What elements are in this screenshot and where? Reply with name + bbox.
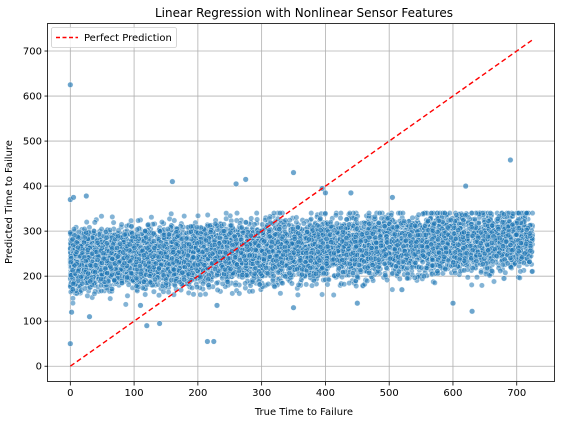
scatter-point <box>91 290 98 297</box>
scatter-point <box>464 274 471 281</box>
scatter-point <box>156 292 162 299</box>
scatter-point <box>249 288 256 295</box>
scatter-point <box>322 210 329 217</box>
scatter-point <box>202 291 209 297</box>
scatter-point <box>151 288 157 295</box>
scatter-point <box>333 212 339 219</box>
scatter-point <box>195 212 201 219</box>
scatter-point <box>107 295 114 302</box>
scatter-point <box>254 216 260 223</box>
scatter-point <box>234 210 240 216</box>
scatter-point <box>213 280 220 286</box>
scatter-point <box>204 212 211 218</box>
scatter-point <box>122 301 129 308</box>
scatter-point <box>295 292 301 298</box>
scatter-point <box>165 289 172 295</box>
scatter-point <box>185 290 192 296</box>
scatter-point <box>502 269 509 276</box>
scatter-point <box>382 272 389 279</box>
scatter-point <box>468 282 475 288</box>
scatter-point <box>109 286 115 292</box>
scatter-points <box>67 81 536 347</box>
scatter-point <box>529 268 535 275</box>
scatter-point <box>303 281 310 288</box>
scatter-point <box>83 219 90 225</box>
scatter-point <box>253 210 260 216</box>
scatter-point <box>181 213 188 219</box>
scatter-point <box>338 210 344 216</box>
scatter-point <box>70 300 76 306</box>
scatter-point <box>148 214 155 221</box>
scatter-point <box>98 213 105 220</box>
scatter-point <box>330 292 337 298</box>
scatter-point <box>389 286 396 293</box>
scatter-point <box>229 290 236 297</box>
scatter-point <box>91 219 98 226</box>
scatter-point <box>353 283 360 289</box>
scatter-point <box>469 265 476 272</box>
scatter-point <box>98 288 105 294</box>
scatter-point <box>265 281 272 287</box>
scatter-point <box>70 295 76 302</box>
scatter-point <box>124 292 131 299</box>
scatter-point <box>190 291 197 298</box>
scatter-point <box>384 277 390 283</box>
scatter-point <box>168 210 175 217</box>
scatter-point <box>325 276 332 283</box>
chart-title: Linear Regression with Nonlinear Sensor … <box>155 6 453 20</box>
